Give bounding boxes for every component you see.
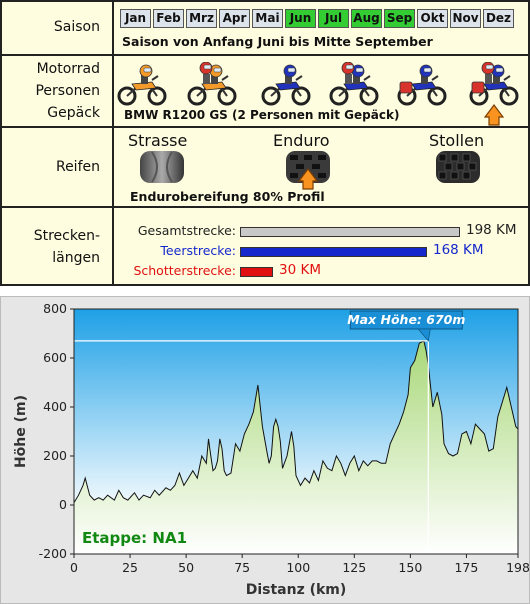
x-tick-label: 198 <box>506 560 529 575</box>
vehicle-text: BMW R1200 GS (2 Personen mit Gepäck) <box>124 108 400 122</box>
month-feb[interactable]: Feb <box>153 9 184 28</box>
tire-label: Reifen <box>0 128 114 206</box>
distance-bar <box>240 267 273 277</box>
selected-bike-arrow-icon <box>484 104 504 126</box>
y-tick-label: 800 <box>43 301 67 316</box>
stage-label: Etappe: NA1 <box>82 529 187 547</box>
season-row: Saison Jan Feb Mrz Apr Mai Jun Jul Aug Sep Okt Nov… <box>0 0 530 56</box>
touring-bike-one-rider-luggage-icon[interactable] <box>396 62 448 106</box>
y-tick-label: 0 <box>59 497 67 512</box>
vehicle-row: Motorrad Personen Gepäck BMW R1200 GS (2… <box>0 56 530 128</box>
max-height-label: Max Höhe: 670m <box>347 312 465 327</box>
plot-frame <box>73 308 519 555</box>
selected-tire-arrow-icon <box>298 168 318 190</box>
vehicle-label: Motorrad Personen Gepäck <box>0 56 114 126</box>
distance-value: 30 KM <box>279 262 321 278</box>
month-aug[interactable]: Aug <box>351 9 382 28</box>
distance-label: Strecken- längen <box>0 208 114 286</box>
distance-bar <box>240 227 460 237</box>
touring-bike-two-riders-icon[interactable] <box>328 62 380 106</box>
month-sep[interactable]: Sep <box>384 9 415 28</box>
touring-bike-two-riders-luggage-icon[interactable] <box>468 62 520 106</box>
knobby-tire-icon[interactable] <box>432 150 484 184</box>
distance-value: 168 KM <box>433 242 484 258</box>
y-tick-label: 600 <box>43 350 67 365</box>
elevation-chart: Max Höhe: 670m -200 0 200 400 600 800 0 25 50 75 10… <box>0 296 530 604</box>
month-nov[interactable]: Nov <box>450 9 481 28</box>
month-dez[interactable]: Dez <box>483 9 514 28</box>
bike-options <box>116 58 526 108</box>
enduro-bike-two-riders-icon[interactable] <box>186 62 238 106</box>
elevation-line <box>73 340 519 503</box>
max-height-pointer <box>417 328 431 342</box>
tire-option-enduro-label: Enduro <box>273 131 330 150</box>
road-tire-icon[interactable] <box>136 150 188 184</box>
month-jan[interactable]: Jan <box>120 9 151 28</box>
distance-name: Teerstrecke: <box>160 243 236 258</box>
distance-row: Strecken- längen Gesamtstrecke: 198 KM Tee… <box>0 208 530 286</box>
route-info-panel: Saison Jan Feb Mrz Apr Mai Jun Jul Aug Sep Okt Nov… <box>0 0 530 286</box>
elevation-area <box>74 340 518 554</box>
x-tick-label: 25 <box>122 560 138 575</box>
y-tick-label: 400 <box>43 399 67 414</box>
x-tick-label: 75 <box>234 560 250 575</box>
touring-bike-one-rider-icon[interactable] <box>260 62 312 106</box>
tire-option-strasse-label: Strasse <box>128 131 188 150</box>
max-height-box <box>349 310 463 330</box>
tire-option-stollen-label: Stollen <box>429 131 485 150</box>
distance-value: 198 KM <box>466 222 517 238</box>
season-label: Saison <box>0 0 114 54</box>
x-tick-label: 100 <box>286 560 310 575</box>
x-tick-label: 50 <box>178 560 194 575</box>
month-mai[interactable]: Mai <box>252 9 283 28</box>
month-jun[interactable]: Jun <box>285 9 316 28</box>
month-apr[interactable]: Apr <box>219 9 250 28</box>
y-axis-title: Höhe (m) <box>13 395 29 468</box>
enduro-bike-one-rider-icon[interactable] <box>116 62 168 106</box>
distance-label-line-2: längen <box>52 250 100 266</box>
distance-label-line-1: Strecken- <box>33 228 100 244</box>
vehicle-label-line-2: Personen <box>35 83 100 99</box>
vehicle-label-line-1: Motorrad <box>36 61 100 77</box>
x-axis-title: Distanz (km) <box>246 582 347 598</box>
season-text: Saison von Anfang Juni bis Mitte Septemb… <box>122 34 433 49</box>
month-jul[interactable]: Jul <box>318 9 349 28</box>
month-okt[interactable]: Okt <box>417 9 448 28</box>
y-tick-label: -200 <box>39 546 67 561</box>
month-mrz[interactable]: Mrz <box>186 9 217 28</box>
month-selector: Jan Feb Mrz Apr Mai Jun Jul Aug Sep Okt Nov Dez <box>120 9 514 28</box>
tire-text: Endurobereifung 80% Profil <box>130 189 325 204</box>
distance-name: Schotterstrecke: <box>133 263 236 278</box>
x-tick-label: 125 <box>342 560 366 575</box>
x-tick-label: 0 <box>70 560 78 575</box>
y-tick-label: 200 <box>43 448 67 463</box>
x-tick-label: 175 <box>454 560 478 575</box>
distance-name: Gesamtstrecke: <box>137 223 236 238</box>
tire-row: Reifen Strasse Enduro Stollen Endurobere… <box>0 128 530 208</box>
vehicle-label-line-3: Gepäck <box>47 105 100 121</box>
distance-bar <box>240 247 427 257</box>
x-tick-label: 150 <box>398 560 422 575</box>
